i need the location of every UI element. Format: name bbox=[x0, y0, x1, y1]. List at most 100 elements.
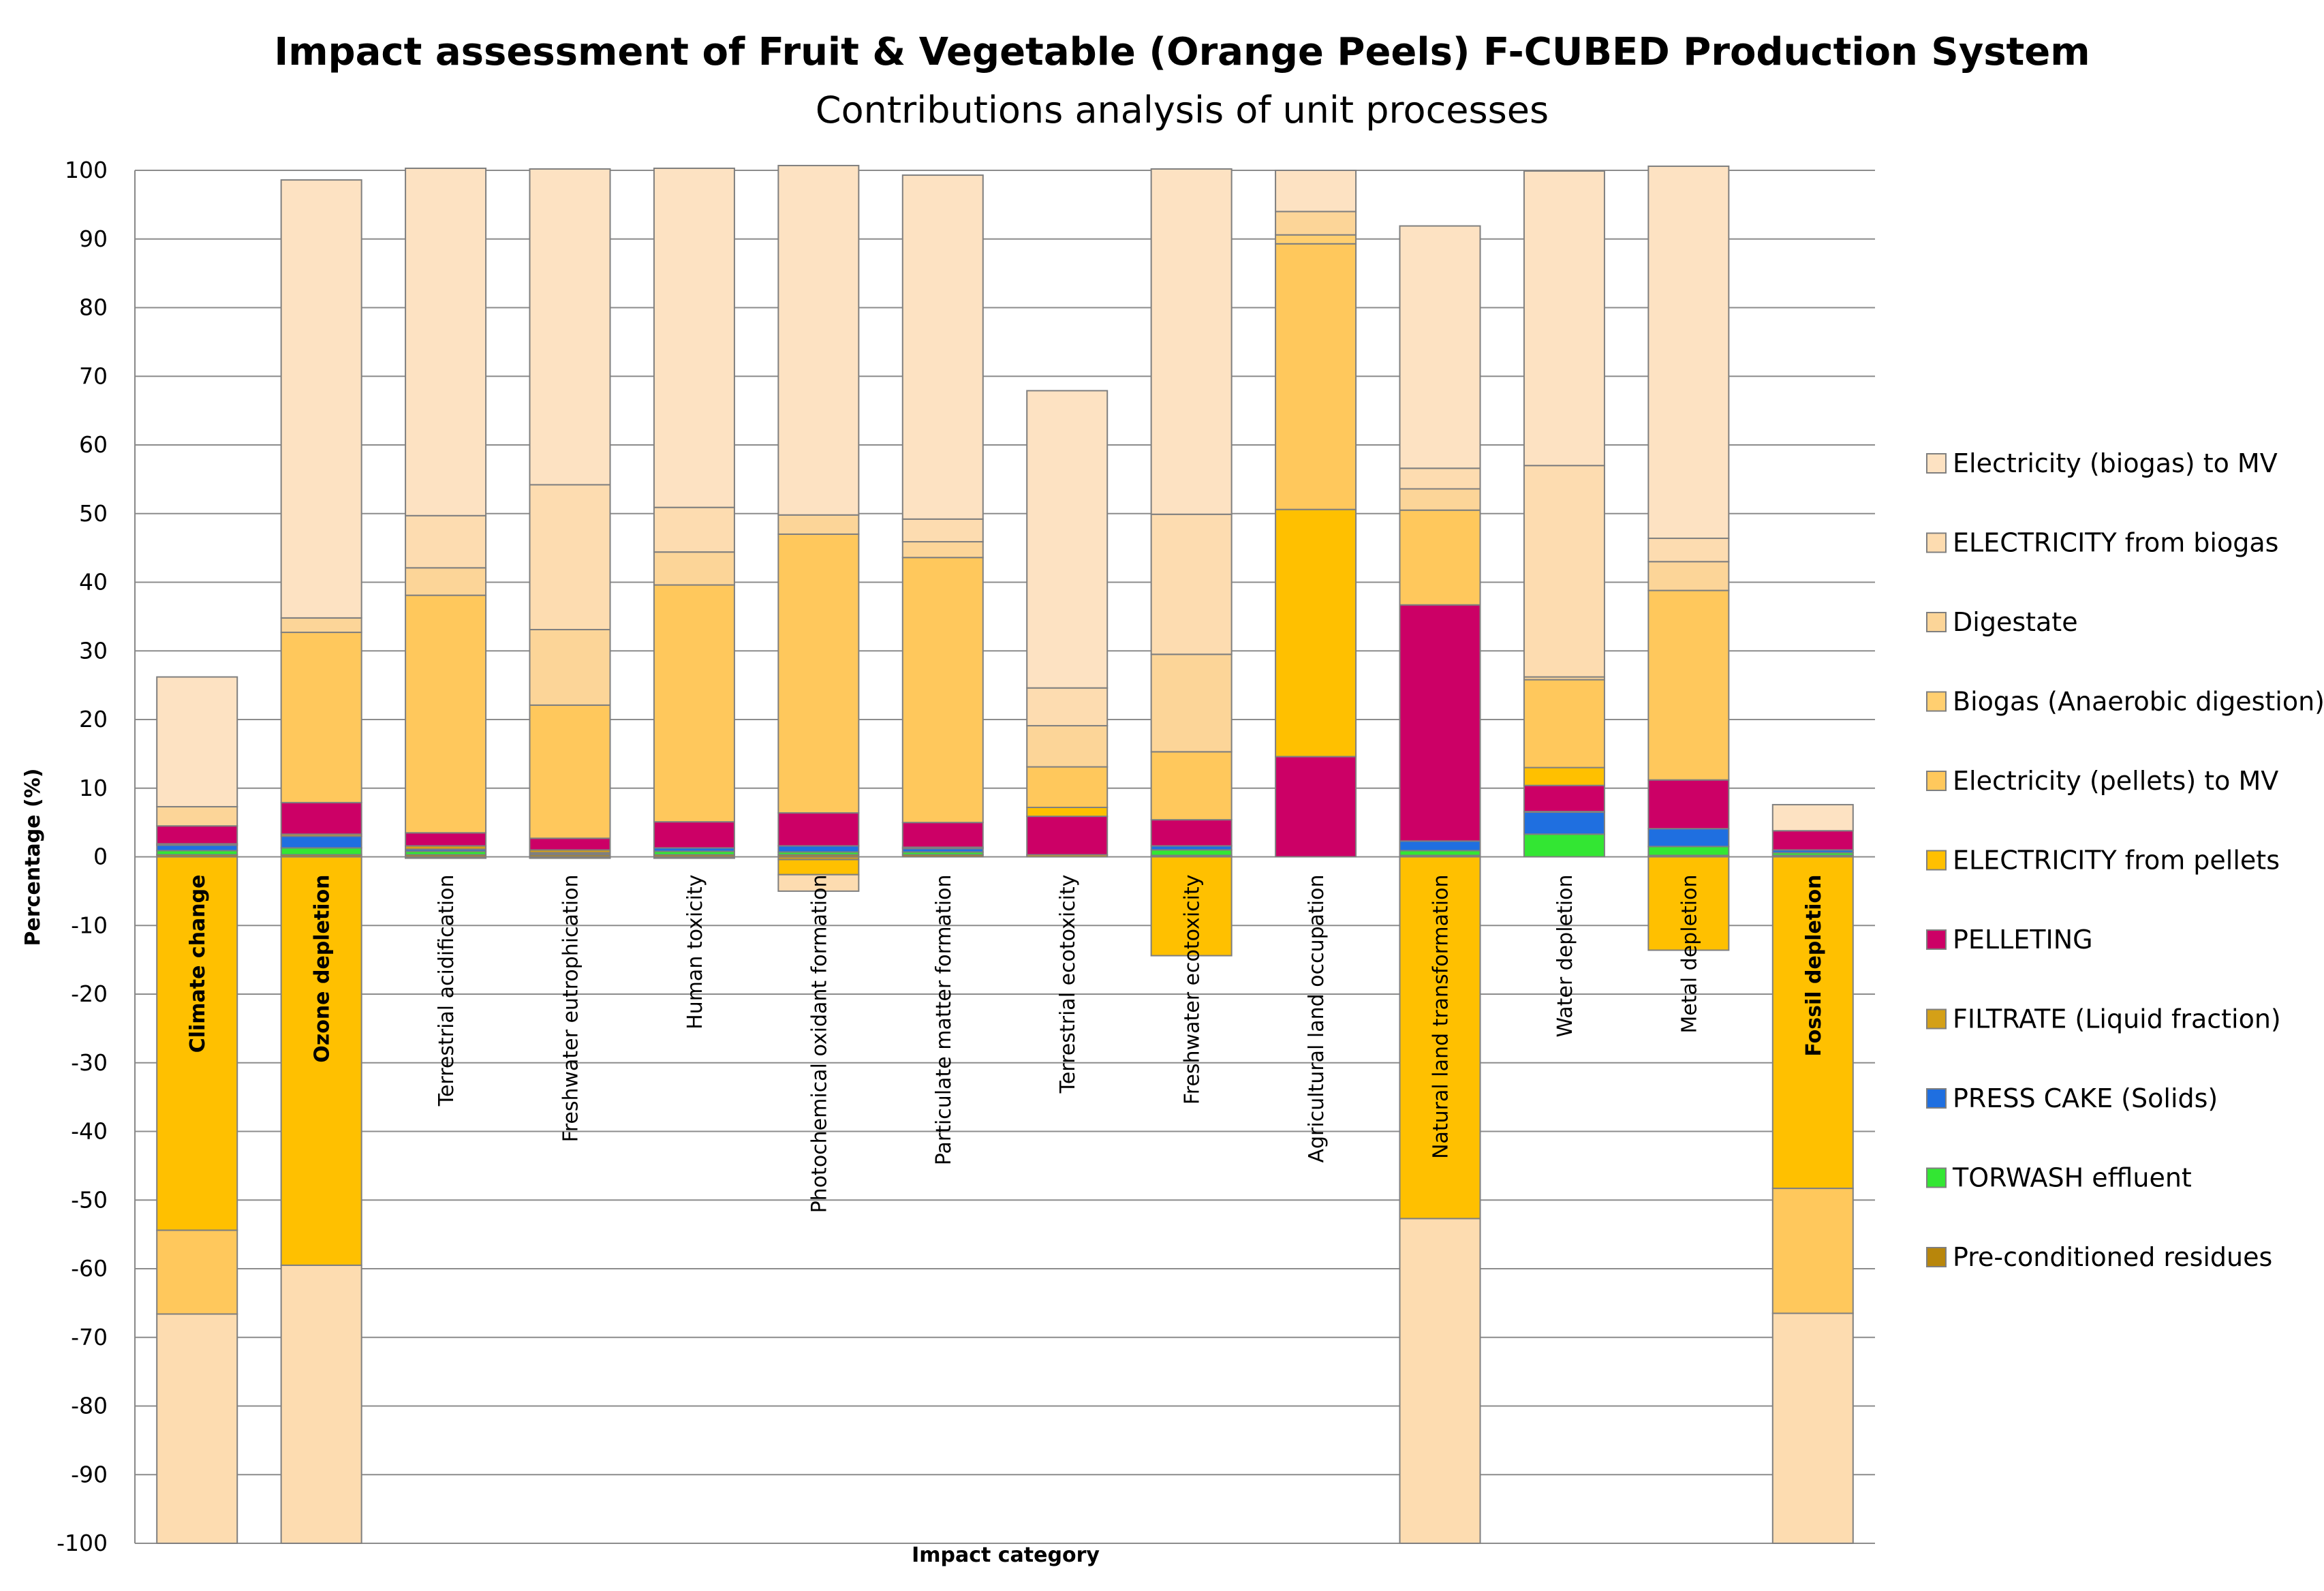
y-axis-title: Percentage (%) bbox=[21, 769, 45, 946]
legend-label: Pre-conditioned residues bbox=[1953, 1242, 2272, 1272]
category-label: Photochemical oxidant formation bbox=[807, 875, 831, 1214]
bar-segment bbox=[529, 704, 611, 839]
bar-segment bbox=[777, 859, 860, 876]
x-axis-title: Impact category bbox=[912, 1543, 1100, 1567]
bar-segment bbox=[156, 676, 238, 807]
category-label: Agricultural land occupation bbox=[1305, 875, 1329, 1163]
bar-segment bbox=[1399, 467, 1481, 490]
bar-segment bbox=[1150, 168, 1233, 515]
bar-segment bbox=[280, 617, 362, 634]
bar-segment bbox=[529, 629, 611, 706]
bar-segment bbox=[1399, 850, 1481, 856]
bar-segment bbox=[1275, 508, 1357, 758]
bar-segment bbox=[777, 845, 860, 853]
legend-swatch bbox=[1926, 771, 1947, 791]
category-label: Particulate matter formation bbox=[932, 875, 956, 1166]
legend-label: Biogas (Anaerobic digestion) bbox=[1953, 687, 2324, 717]
legend-swatch bbox=[1926, 612, 1947, 632]
bar-segment bbox=[1771, 1188, 1854, 1314]
bar-segment bbox=[529, 484, 611, 631]
category-label: Freshwater eutrophication bbox=[559, 875, 583, 1143]
legend-label: PELLETING bbox=[1953, 925, 2093, 955]
bar-segment bbox=[1523, 784, 1605, 813]
bar-segment bbox=[1026, 687, 1109, 727]
category-label: Terrestrial acidification bbox=[435, 875, 459, 1107]
legend-label: Electricity (biogas) to MV bbox=[1953, 448, 2278, 478]
chart-title: Impact assessment of Fruit & Vegetable (… bbox=[274, 30, 2090, 74]
bar-segment bbox=[405, 594, 487, 834]
bar-segment bbox=[1399, 604, 1481, 842]
y-tick-label: -60 bbox=[71, 1255, 108, 1282]
bar-segment bbox=[280, 835, 362, 849]
bar-segment bbox=[1150, 819, 1233, 847]
bar-segment bbox=[901, 518, 984, 543]
bar-segment bbox=[777, 514, 860, 535]
bar-segment bbox=[1647, 589, 1730, 781]
y-tick-label: -70 bbox=[71, 1324, 108, 1350]
bar-segment bbox=[1647, 165, 1730, 540]
bar-segment bbox=[1026, 806, 1109, 818]
bar-segment bbox=[405, 856, 487, 859]
y-axis-ticks: 1009080706050403020100-10-20-30-40-50-60… bbox=[57, 157, 108, 1556]
bar-segment bbox=[777, 874, 860, 892]
bar-segment bbox=[1647, 856, 1730, 951]
bar-segment bbox=[1399, 509, 1481, 606]
legend-swatch bbox=[1926, 1247, 1947, 1267]
bar-segment bbox=[280, 801, 362, 835]
bar-segment bbox=[901, 541, 984, 559]
category-label: Climate change bbox=[186, 875, 210, 1053]
y-tick-label: 70 bbox=[79, 362, 108, 389]
bar-segment bbox=[777, 164, 860, 516]
bar-segment bbox=[1647, 828, 1730, 848]
category-label: Terrestrial ecotoxicity bbox=[1056, 875, 1080, 1094]
bar-segment bbox=[777, 533, 860, 814]
y-tick-label: 100 bbox=[65, 157, 108, 183]
bar-segment bbox=[1523, 767, 1605, 786]
legend-swatch bbox=[1926, 1088, 1947, 1109]
bar-segment bbox=[156, 844, 238, 852]
y-tick-label: -100 bbox=[57, 1530, 108, 1556]
bar-segment bbox=[1275, 170, 1357, 213]
bar-segment bbox=[280, 1264, 362, 1545]
y-tick-label: -40 bbox=[71, 1118, 108, 1145]
y-tick-label: 20 bbox=[79, 706, 108, 732]
bar-segment bbox=[1523, 812, 1605, 835]
bar-segment bbox=[1150, 856, 1233, 957]
gridlines bbox=[135, 170, 1875, 1544]
y-tick-label: -10 bbox=[71, 912, 108, 938]
legend-swatch bbox=[1926, 1167, 1947, 1188]
bar-segment bbox=[405, 567, 487, 596]
bar-segment bbox=[1150, 513, 1233, 655]
legend-swatch bbox=[1926, 1008, 1947, 1030]
bar-segment bbox=[1523, 170, 1605, 467]
category-label: Fossil depletion bbox=[1802, 875, 1826, 1057]
bar-segment bbox=[1275, 756, 1357, 858]
y-tick-label: 0 bbox=[93, 844, 108, 870]
bar-segment bbox=[405, 167, 487, 516]
legend-swatch bbox=[1926, 532, 1947, 553]
legend-label: FILTRATE (Liquid fraction) bbox=[1953, 1004, 2281, 1034]
legend-label: Digestate bbox=[1953, 607, 2078, 637]
bar-segment bbox=[280, 847, 362, 856]
legend-label: TORWASH effluent bbox=[1952, 1163, 2192, 1193]
bar-segment bbox=[280, 179, 362, 619]
bar-segment bbox=[1523, 833, 1605, 858]
y-tick-label: 40 bbox=[79, 569, 108, 596]
bar-segment bbox=[1275, 211, 1357, 236]
bar-segment bbox=[1399, 1218, 1481, 1544]
bar-segment bbox=[405, 514, 487, 569]
category-label: Metal depletion bbox=[1677, 875, 1701, 1034]
bar-segment bbox=[1647, 538, 1730, 563]
bar-segment bbox=[1150, 849, 1233, 856]
bar-segment bbox=[1026, 766, 1109, 808]
bar-segment bbox=[156, 1229, 238, 1315]
bar-segment bbox=[1647, 846, 1730, 856]
bar-segment bbox=[1647, 561, 1730, 591]
y-tick-label: -90 bbox=[71, 1461, 108, 1487]
category-label: Natural land transformation bbox=[1429, 875, 1453, 1159]
bar-segment bbox=[1275, 243, 1357, 510]
y-tick-label: 60 bbox=[79, 431, 108, 458]
legend-swatch bbox=[1926, 691, 1947, 712]
bar-segment bbox=[653, 506, 735, 553]
bar-segment bbox=[1026, 725, 1109, 768]
